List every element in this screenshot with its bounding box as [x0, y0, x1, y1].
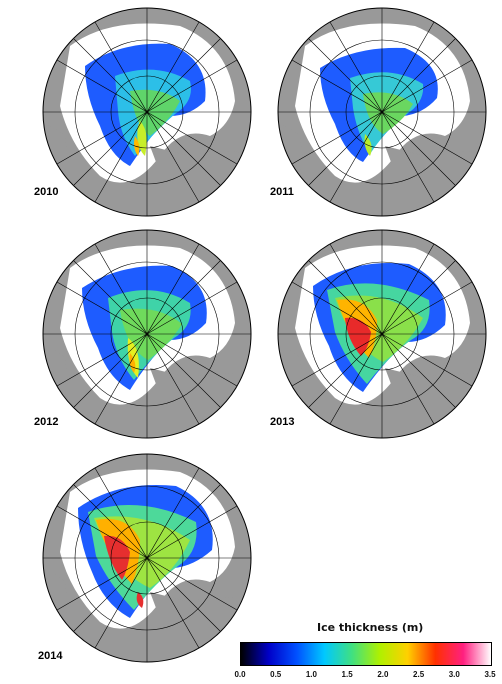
map-panel-2012: 2012 [30, 228, 260, 448]
legend-tick: 2.0 [377, 670, 389, 679]
year-label: 2014 [38, 650, 63, 662]
map-panel-2010: 2010 [30, 6, 260, 226]
legend-tick: 3.0 [448, 670, 460, 679]
legend-tick: 2.5 [413, 670, 425, 679]
year-label: 2010 [34, 186, 59, 198]
arctic-map-2010 [42, 7, 252, 217]
legend-tick: 1.5 [341, 670, 353, 679]
arctic-map-2011 [277, 7, 487, 217]
legend-tick: 0.5 [270, 670, 282, 679]
arctic-map-2012 [42, 229, 252, 439]
legend-tick: 0.0 [234, 670, 246, 679]
legend-title: Ice thickness (m) [317, 621, 424, 634]
colorbar [240, 642, 492, 666]
year-label: 2013 [270, 416, 295, 428]
map-panel-2013: 2013 [265, 228, 495, 448]
year-label: 2012 [34, 416, 59, 428]
year-label: 2011 [270, 186, 294, 198]
legend-tick: 3.5 [484, 670, 496, 679]
legend-tick: 1.0 [305, 670, 317, 679]
arctic-map-2014 [42, 453, 252, 663]
map-panel-2014: 2014 [30, 452, 260, 672]
map-panel-2011: 2011 [265, 6, 495, 226]
arctic-map-2013 [277, 229, 487, 439]
colorbar-legend: Ice thickness (m) 0.0 0.5 1.0 1.5 2.0 2.… [222, 618, 502, 684]
